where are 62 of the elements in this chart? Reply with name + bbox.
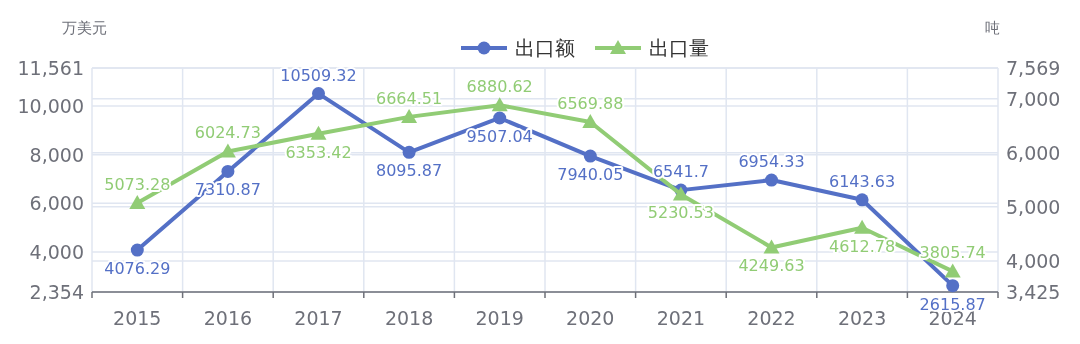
- y-tick-label: 4,000: [29, 240, 84, 263]
- point: [944, 263, 961, 278]
- point: [312, 87, 325, 101]
- point: [219, 143, 236, 158]
- y2-tick-label: 4,000: [1006, 249, 1061, 272]
- data-label: 4249.63: [738, 256, 805, 276]
- point: [401, 108, 418, 123]
- data-label: 7940.05: [557, 165, 624, 185]
- x-tick-label: 2021: [656, 307, 706, 329]
- point: [946, 279, 960, 293]
- point: [493, 111, 507, 125]
- point: [672, 186, 689, 201]
- data-label: 6664.51: [376, 88, 443, 108]
- data-label: 4076.29: [104, 259, 171, 279]
- y-tick-label: 8,000: [29, 143, 84, 166]
- y-tick-label: 11,561: [17, 57, 84, 79]
- point: [491, 97, 508, 112]
- data-label: 3805.74: [919, 243, 986, 263]
- legend-label: 出口量: [649, 36, 709, 60]
- point: [765, 173, 778, 187]
- x-tick-label: 2020: [566, 307, 615, 329]
- data-label: 6143.63: [829, 171, 896, 191]
- y2-tick-label: 6,000: [1006, 141, 1061, 164]
- data-label: 6954.33: [738, 152, 805, 172]
- data-label: 6880.62: [466, 77, 533, 97]
- data-label: 6541.7: [652, 162, 709, 182]
- point: [130, 243, 144, 257]
- point: [854, 219, 871, 234]
- x-tick-label: 2015: [113, 307, 162, 329]
- point: [763, 239, 780, 254]
- point: [583, 149, 597, 163]
- x-tick-label: 2017: [294, 307, 343, 329]
- y2-tick-label: 7,000: [1006, 87, 1061, 110]
- point: [129, 194, 146, 209]
- y2-tick-label: 5,000: [1006, 195, 1061, 218]
- legend-label: 出口额: [515, 36, 575, 60]
- data-label: 5230.53: [647, 203, 714, 223]
- x-tick-label: 2023: [837, 307, 887, 329]
- data-label: 9507.04: [466, 126, 533, 146]
- x-tick-label: 2016: [203, 307, 253, 329]
- y2-tick-label: 7,569: [1006, 57, 1061, 79]
- y-tick-label: 10,000: [17, 94, 84, 117]
- x-tick-label: 2018: [384, 307, 434, 329]
- data-label: 4612.78: [829, 236, 896, 256]
- point: [402, 145, 416, 159]
- data-label: 5073.28: [104, 174, 171, 194]
- point: [310, 125, 327, 140]
- data-label: 10509.32: [280, 65, 357, 85]
- point: [582, 114, 599, 129]
- data-label: 8095.87: [376, 161, 443, 181]
- y2-tick-label: 3,425: [1006, 281, 1061, 303]
- x-tick-label: 2019: [475, 307, 524, 329]
- point: [221, 164, 235, 178]
- y-tick-label: 6,000: [29, 192, 84, 215]
- point: [855, 193, 869, 207]
- data-label: 6569.88: [557, 94, 624, 114]
- y2-axis-title: 吨: [985, 19, 1000, 37]
- x-tick-label: 2022: [747, 307, 796, 329]
- y-axis-title: 万美元: [62, 19, 107, 37]
- data-label: 6024.73: [194, 123, 261, 143]
- y-tick-label: 2,354: [29, 281, 84, 303]
- data-label: 6353.42: [285, 142, 352, 162]
